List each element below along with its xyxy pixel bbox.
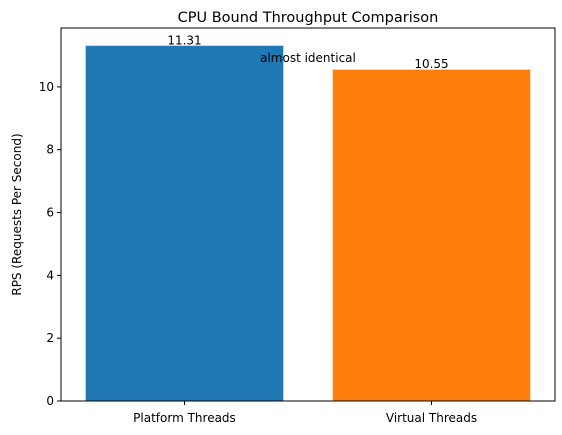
y-tick-label: 0 [46, 394, 54, 408]
bar-virtual-threads [332, 69, 531, 401]
plot-frame [60, 27, 556, 402]
x-tick-label: Virtual Threads [386, 411, 477, 425]
y-tick-label: 6 [46, 206, 54, 220]
y-tick-label: 8 [46, 143, 54, 157]
bar-value-label: 11.31 [167, 33, 201, 47]
annotations-group: almost identical [260, 51, 356, 65]
bar-value-label: 10.55 [414, 57, 448, 71]
annotation-text: almost identical [260, 51, 356, 65]
y-tick-label: 4 [46, 268, 54, 282]
data-labels-group: 11.31 10.55 [167, 33, 448, 71]
y-axis: 0 2 4 6 8 10 [39, 80, 61, 408]
x-tick-label: Platform Threads [133, 411, 236, 425]
chart-title: CPU Bound Throughput Comparison [178, 10, 439, 26]
bar-platform-threads [85, 45, 284, 402]
y-tick-label: 10 [39, 80, 54, 94]
y-tick-label: 2 [46, 331, 54, 345]
x-axis: Platform Threads Virtual Threads [133, 401, 477, 425]
bars-group [85, 45, 531, 402]
y-axis-label: RPS (Requests Per Second) [10, 133, 24, 295]
